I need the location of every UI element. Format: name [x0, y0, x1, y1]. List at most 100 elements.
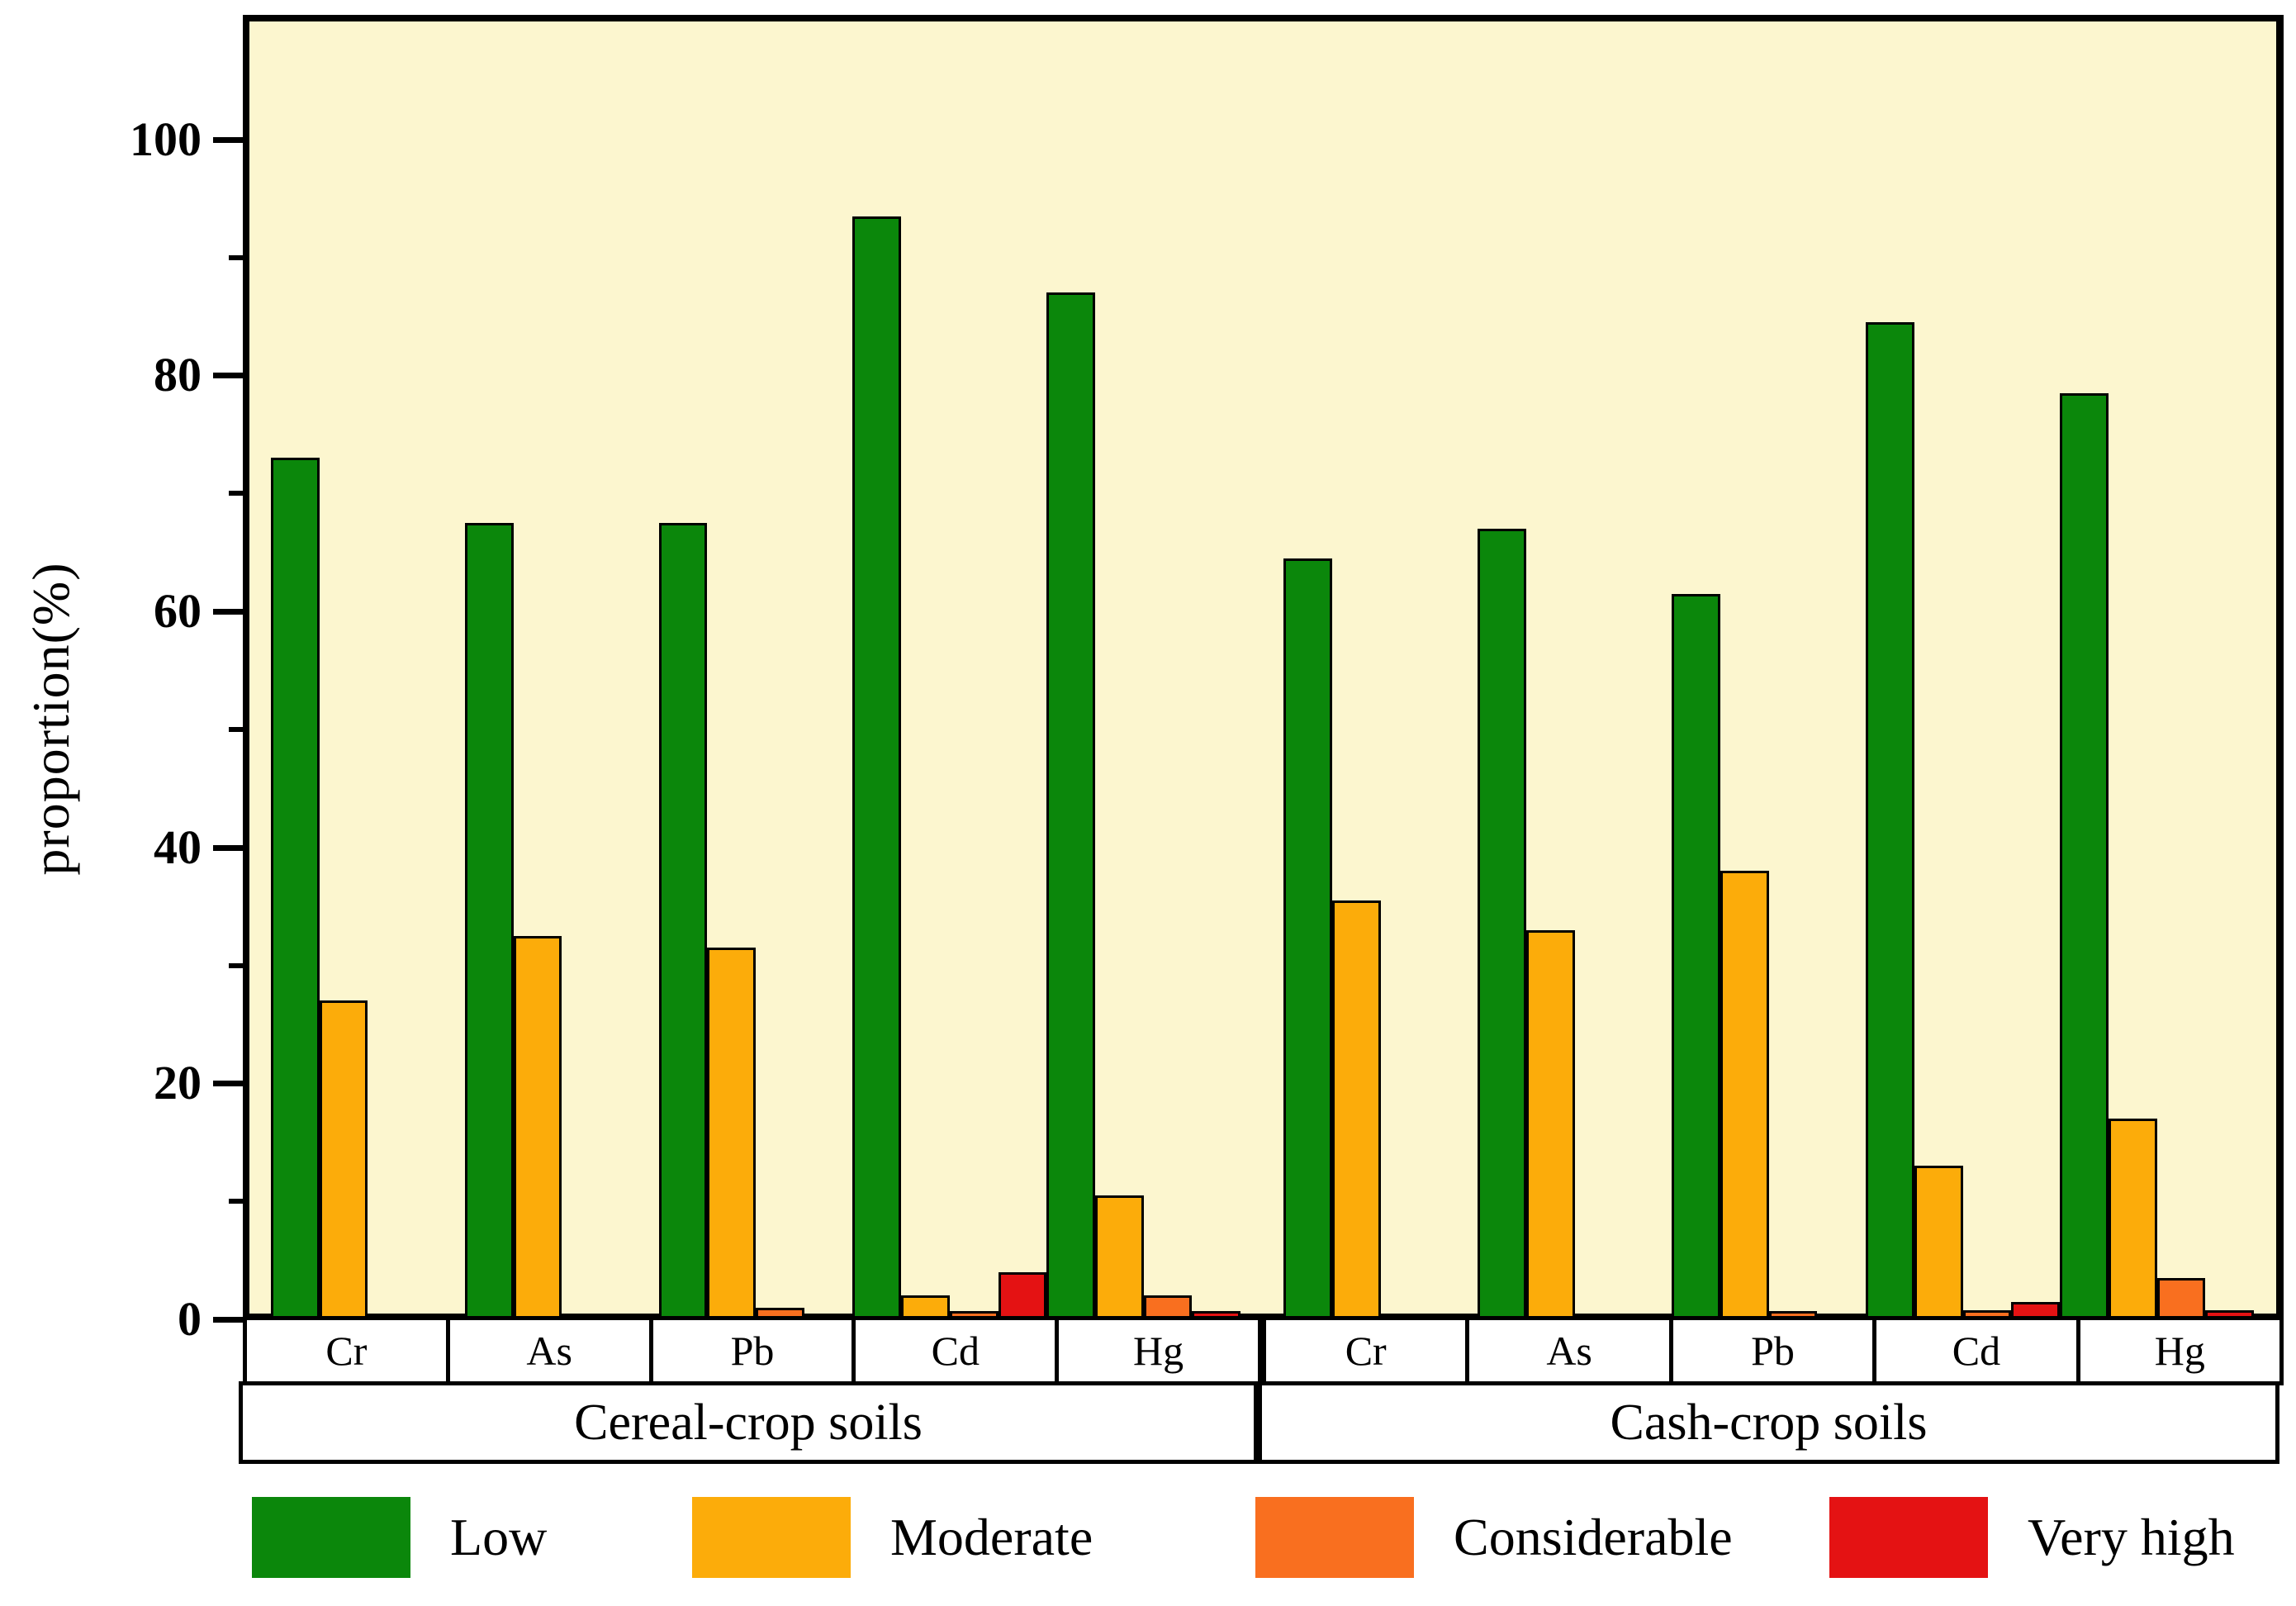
group-box-wrap-cereal: Cereal-crop soils [239, 1381, 1262, 1464]
element-box-cash-cd: Cd [1872, 1316, 2080, 1385]
plot-area [243, 15, 2284, 1319]
slot-considerable [1575, 21, 1624, 1319]
legend-item-moderate: Moderate [692, 1497, 1093, 1578]
slot-considerable [2156, 21, 2206, 1319]
bar-low-cash-cd [1866, 322, 1914, 1319]
bar-considerable-cash-hg [2156, 1278, 2206, 1319]
legend: Low Moderate Considerable Very high [0, 1497, 2296, 1596]
slot-considerable [1381, 21, 1430, 1319]
element-box-cash-as: As [1465, 1316, 1673, 1385]
bar-group-cash [1262, 21, 2275, 1319]
y-minor-tick-70 [229, 491, 244, 497]
element-box-cereal-as: As [445, 1316, 653, 1385]
slot-very-high [1817, 21, 1866, 1319]
bar-moderate-cereal-cr [319, 1000, 368, 1319]
slot-moderate [513, 21, 562, 1319]
slot-low [1672, 21, 1720, 1319]
element-box-cereal-pb: Pb [648, 1316, 856, 1385]
element-box-cash-pb: Pb [1668, 1316, 1877, 1385]
y-minor-tick-50 [229, 726, 244, 732]
element-box-cereal-cr: Cr [243, 1316, 450, 1385]
legend-swatch-low [252, 1497, 410, 1578]
slot-moderate [901, 21, 950, 1319]
bar-low-cash-as [1478, 529, 1526, 1319]
slot-considerable [756, 21, 804, 1319]
y-major-tick-100 [213, 136, 244, 143]
element-boxes-cereal: Cr As Pb Cd Hg [243, 1316, 1262, 1385]
bar-low-cereal-cr [271, 458, 320, 1319]
slot-moderate [707, 21, 756, 1319]
bar-moderate-cereal-hg [1094, 1195, 1144, 1319]
slot-low [2060, 21, 2109, 1319]
cluster-cereal-pb [658, 21, 853, 1319]
legend-label-low: Low [450, 1508, 548, 1566]
y-minor-tick-30 [229, 962, 244, 968]
slot-considerable [1143, 21, 1193, 1319]
slot-low [1046, 21, 1095, 1319]
bar-low-cash-pb [1672, 594, 1720, 1319]
legend-item-low: Low [252, 1497, 547, 1578]
slot-low [1866, 21, 1914, 1319]
group-box-wrap-cash: Cash-crop soils [1258, 1381, 2284, 1464]
slot-considerable [1768, 21, 1818, 1319]
bar-low-cereal-as [464, 523, 514, 1319]
slot-very-high [1192, 21, 1241, 1319]
bar-moderate-cereal-pb [707, 948, 756, 1319]
bar-moderate-cash-hg [2108, 1119, 2157, 1319]
y-major-tick-40 [213, 844, 244, 851]
y-tick-label-20: 20 [154, 1056, 202, 1110]
legend-swatch-considerable [1255, 1497, 1414, 1578]
y-major-tick-20 [213, 1081, 244, 1087]
y-tick-label-40: 40 [154, 820, 202, 874]
slot-moderate [2108, 21, 2157, 1319]
group-box-cash: Cash-crop soils [1258, 1381, 2279, 1464]
cluster-cash-cr [1283, 21, 1478, 1319]
cluster-cash-as [1478, 21, 1672, 1319]
bar-low-cereal-cd [852, 216, 902, 1319]
slot-very-high [416, 21, 465, 1319]
element-box-cash-cr: Cr [1262, 1316, 1470, 1385]
slot-very-high [1623, 21, 1672, 1319]
slot-low [271, 21, 320, 1319]
y-axis-title: proportion(%) [21, 562, 80, 876]
cluster-cash-cd [1866, 21, 2060, 1319]
y-tick-label-100: 100 [130, 112, 202, 166]
legend-label-very-high: Very high [2028, 1508, 2235, 1566]
bar-very-high-cereal-cd [998, 1272, 1047, 1319]
bar-moderate-cash-as [1525, 930, 1575, 1319]
bar-considerable-cereal-hg [1143, 1295, 1193, 1319]
bar-moderate-cash-pb [1720, 871, 1769, 1319]
slot-low [1478, 21, 1526, 1319]
bar-low-cereal-hg [1046, 292, 1095, 1319]
cluster-cereal-hg [1046, 21, 1241, 1319]
cluster-cash-hg [2060, 21, 2254, 1319]
legend-label-considerable: Considerable [1454, 1508, 1733, 1566]
slot-very-high [2011, 21, 2060, 1319]
y-minor-tick-10 [229, 1199, 244, 1204]
element-box-cereal-cd: Cd [852, 1316, 1060, 1385]
bar-moderate-cereal-as [513, 936, 562, 1319]
legend-swatch-very-high [1829, 1497, 1988, 1578]
slot-very-high [804, 21, 853, 1319]
slot-moderate [1720, 21, 1769, 1319]
legend-swatch-moderate [692, 1497, 851, 1578]
y-tick-label-60: 60 [154, 584, 202, 639]
cluster-cash-pb [1672, 21, 1866, 1319]
element-box-cereal-hg: Hg [1055, 1316, 1262, 1385]
slot-low [1283, 21, 1332, 1319]
slot-very-high [998, 21, 1047, 1319]
bars-layer [249, 21, 2275, 1319]
cluster-cereal-cd [852, 21, 1047, 1319]
slot-very-high [1429, 21, 1478, 1319]
y-minor-tick-90 [229, 254, 244, 260]
bar-moderate-cash-cd [1914, 1166, 1963, 1319]
slot-considerable [1962, 21, 2012, 1319]
slot-considerable [368, 21, 416, 1319]
element-box-cash-hg: Hg [2075, 1316, 2284, 1385]
legend-label-moderate: Moderate [890, 1508, 1093, 1566]
group-box-cereal: Cereal-crop soils [239, 1381, 1258, 1464]
legend-item-very-high: Very high [1829, 1497, 2235, 1578]
y-major-tick-80 [213, 373, 244, 379]
slot-moderate [1331, 21, 1381, 1319]
